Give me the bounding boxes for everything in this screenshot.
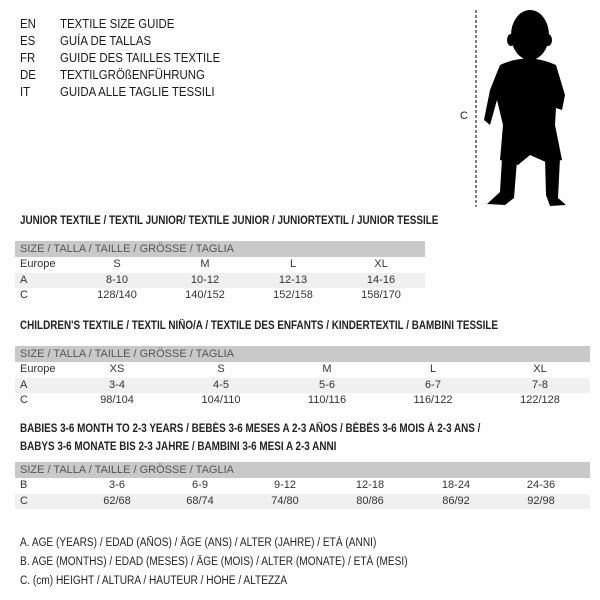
section-title: CHILDREN'S TEXTILE / TEXTIL NIÑO/A / TEX…: [20, 320, 499, 332]
table-cell: 14-16: [366, 273, 396, 286]
legend-line: B. AGE (MONTHS) / EDAD (MESES) / ÂGE (MO…: [20, 556, 408, 568]
table-row: Europe S M L XL: [15, 257, 425, 273]
table-cell: 6-9: [192, 479, 208, 491]
table-cell: XL: [374, 258, 388, 270]
table-cell: 116/122: [413, 394, 453, 406]
row-label: Europe: [20, 363, 56, 375]
language-code: EN: [20, 16, 36, 31]
language-title: GUIDA ALLE TAGLIE TESSILI: [60, 84, 215, 99]
section-title: BABIES 3-6 MONTH TO 2-3 YEARS / BEBÉS 3-…: [20, 423, 481, 435]
table-cell: 8-10: [105, 273, 129, 286]
language-title: TEXTILE SIZE GUIDE: [60, 16, 175, 31]
table-cell: M: [200, 258, 210, 270]
table-cell: 68/74: [186, 494, 214, 507]
table-cell: 3-4: [109, 378, 125, 391]
table-cell: 152/158: [273, 289, 313, 301]
table-cell: XS: [109, 363, 125, 375]
table-row: C 128/140 140/152 152/158 158/170: [15, 288, 425, 304]
section-title: JUNIOR TEXTILE / TEXTIL JUNIOR/ TEXTILE …: [20, 215, 439, 227]
table-cell: 98/104: [100, 394, 134, 406]
table-cell: 5-6: [319, 378, 335, 391]
table-cell: 12-18: [355, 479, 385, 491]
table-cell: 128/140: [97, 289, 137, 301]
table-cell: 3-6: [109, 479, 125, 491]
table-cell: 12-13: [278, 273, 308, 286]
table-cell: 140/152: [185, 289, 225, 301]
size-table-header: SIZE / TALLA / TAILLE / GRÖSSE / TAGLIA: [15, 346, 590, 362]
table-cell: 158/170: [361, 289, 401, 301]
table-cell: 110/116: [307, 394, 347, 406]
language-code: DE: [20, 67, 36, 82]
table-cell: S: [217, 363, 225, 375]
size-table: SIZE / TALLA / TAILLE / GRÖSSE / TAGLIA E…: [15, 346, 590, 409]
table-cell: 24-36: [526, 479, 556, 491]
table-cell: 7-8: [532, 378, 548, 391]
table-cell: 104/110: [201, 394, 241, 406]
row-label: C: [20, 494, 28, 507]
row-label: A: [20, 273, 28, 286]
table-cell: 92/98: [527, 494, 555, 507]
height-label: C: [460, 110, 468, 122]
section-title-line2: BABYS 3-6 MONATE BIS 2-3 JAHRE / BAMBINI…: [20, 441, 337, 453]
table-cell: 62/68: [103, 494, 131, 507]
table-row: A 3-4 4-5 5-6 6-7 7-8: [15, 377, 590, 393]
language-code: FR: [20, 50, 36, 65]
table-cell: 122/128: [520, 394, 560, 406]
table-cell: 6-7: [425, 378, 441, 391]
row-label: A: [20, 378, 28, 391]
table-cell: 74/80: [271, 494, 299, 507]
table-cell: 4-5: [213, 378, 229, 391]
size-table: SIZE / TALLA / TAILLE / GRÖSSE / TAGLIA E…: [15, 241, 425, 304]
table-row: C 98/104 104/110 110/116 116/122 122/128: [15, 393, 590, 409]
table-row: B 3-6 6-9 9-12 12-18 18-24 24-36: [15, 478, 590, 494]
table-cell: 9-12: [273, 479, 297, 491]
row-label: B: [20, 479, 28, 491]
language-title: TEXTILGRÖßENFÜHRUNG: [60, 67, 205, 82]
row-label: C: [20, 394, 28, 406]
table-cell: M: [322, 363, 332, 375]
table-cell: L: [429, 363, 437, 375]
size-table-header: SIZE / TALLA / TAILLE / GRÖSSE / TAGLIA: [15, 462, 590, 478]
table-cell: S: [113, 258, 121, 270]
row-label: Europe: [20, 258, 56, 270]
language-code: IT: [20, 84, 31, 99]
size-table: SIZE / TALLA / TAILLE / GRÖSSE / TAGLIA B…: [15, 462, 590, 509]
table-cell: 18-24: [441, 479, 471, 491]
language-code: ES: [20, 33, 36, 48]
legend-line: A. AGE (YEARS) / EDAD (AÑOS) / ÂGE (ANS)…: [20, 537, 377, 549]
child-silhouette-icon: [484, 10, 566, 206]
table-cell: XL: [533, 363, 547, 375]
language-title: GUIDE DES TAILLES TEXTILE: [60, 50, 221, 65]
table-cell: 10-12: [190, 273, 220, 286]
table-row: A 8-10 10-12 12-13 14-16: [15, 272, 425, 288]
size-table-header: SIZE / TALLA / TAILLE / GRÖSSE / TAGLIA: [15, 241, 425, 257]
table-cell: 86/92: [442, 494, 470, 507]
legend-line: C. (cm) HEIGHT / ALTURA / HAUTEUR / HÖHE…: [20, 575, 288, 587]
child-silhouette-figure: C: [460, 10, 566, 207]
table-cell: L: [289, 258, 297, 270]
table-cell: 80/86: [356, 494, 384, 507]
table-row: C 62/68 68/74 74/80 80/86 86/92 92/98: [15, 493, 590, 509]
language-title: GUÍA DE TALLAS: [60, 33, 152, 48]
table-row: Europe XS S M L XL: [15, 362, 590, 378]
row-label: C: [20, 289, 28, 301]
